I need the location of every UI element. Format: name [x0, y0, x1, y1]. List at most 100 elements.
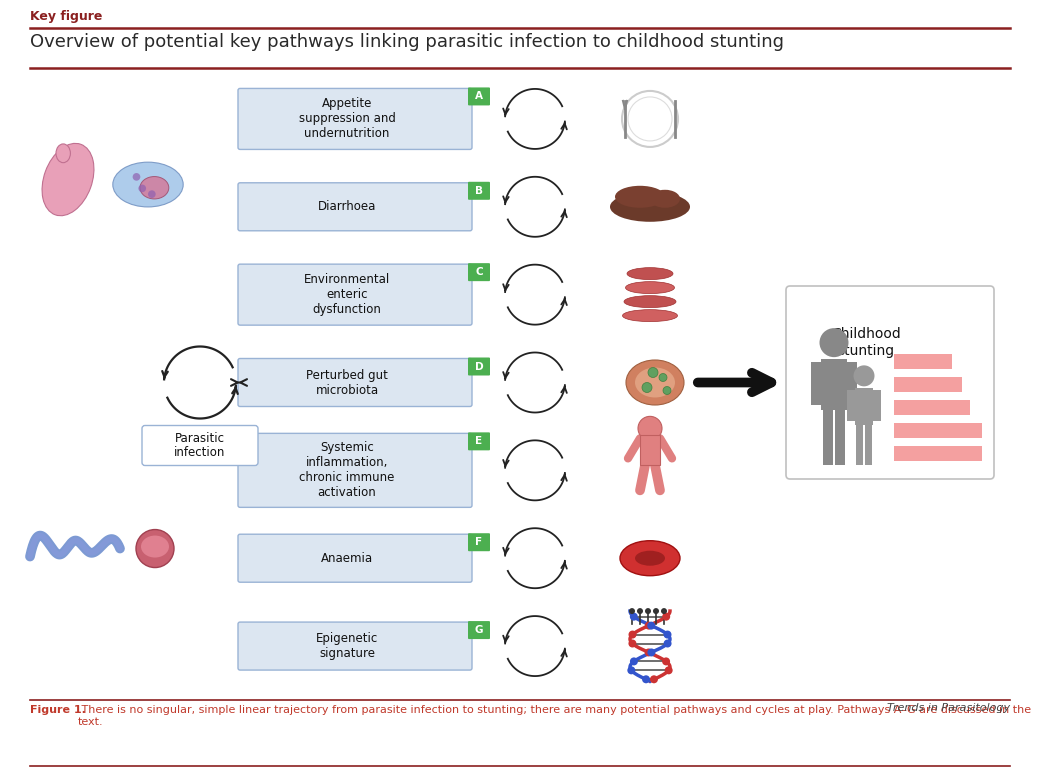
- Text: Trends in Parasitology: Trends in Parasitology: [887, 703, 1010, 713]
- Circle shape: [664, 630, 672, 639]
- FancyBboxPatch shape: [238, 434, 472, 507]
- Text: Anaemia: Anaemia: [321, 551, 373, 565]
- Circle shape: [647, 622, 655, 629]
- Text: Systemic
inflammation,
chronic immune
activation: Systemic inflammation, chronic immune ac…: [300, 441, 395, 499]
- Ellipse shape: [650, 190, 680, 207]
- Circle shape: [647, 648, 655, 657]
- Ellipse shape: [42, 144, 94, 216]
- Circle shape: [645, 622, 653, 629]
- FancyBboxPatch shape: [238, 359, 472, 406]
- Text: There is no singular, simple linear trajectory from parasite infection to stunti: There is no singular, simple linear traj…: [78, 705, 1031, 727]
- Ellipse shape: [635, 367, 675, 398]
- Circle shape: [653, 608, 659, 614]
- Circle shape: [662, 612, 670, 621]
- Circle shape: [854, 365, 875, 386]
- Circle shape: [820, 328, 849, 357]
- FancyBboxPatch shape: [468, 182, 490, 200]
- Text: Parasitic
infection: Parasitic infection: [175, 431, 226, 459]
- Ellipse shape: [626, 360, 684, 405]
- Text: Epigenetic
signature: Epigenetic signature: [316, 632, 379, 660]
- Circle shape: [138, 185, 146, 192]
- FancyBboxPatch shape: [468, 432, 490, 450]
- Circle shape: [628, 97, 672, 141]
- Ellipse shape: [56, 144, 71, 163]
- Circle shape: [629, 608, 635, 614]
- Circle shape: [636, 608, 643, 614]
- Ellipse shape: [610, 192, 690, 222]
- Circle shape: [650, 675, 658, 683]
- Circle shape: [664, 387, 671, 395]
- FancyBboxPatch shape: [238, 264, 472, 325]
- Bar: [894, 377, 962, 392]
- Bar: [821, 359, 847, 410]
- Ellipse shape: [624, 296, 676, 307]
- Text: E: E: [475, 436, 483, 446]
- FancyBboxPatch shape: [238, 534, 472, 582]
- Ellipse shape: [140, 176, 168, 199]
- Bar: [894, 445, 982, 460]
- Bar: [811, 362, 821, 405]
- Circle shape: [662, 658, 670, 665]
- Circle shape: [630, 612, 638, 621]
- Ellipse shape: [623, 310, 677, 321]
- Text: C: C: [475, 267, 483, 277]
- Ellipse shape: [620, 541, 680, 576]
- Bar: [864, 425, 872, 465]
- Ellipse shape: [112, 162, 183, 207]
- Circle shape: [661, 608, 667, 614]
- Ellipse shape: [141, 536, 168, 558]
- Circle shape: [648, 367, 658, 378]
- Circle shape: [148, 190, 156, 198]
- Bar: [640, 435, 660, 466]
- FancyBboxPatch shape: [468, 263, 490, 281]
- Bar: [874, 390, 881, 421]
- Circle shape: [659, 374, 667, 381]
- Text: Appetite
suppression and
undernutrition: Appetite suppression and undernutrition: [298, 98, 395, 140]
- Circle shape: [642, 382, 652, 392]
- Circle shape: [665, 666, 673, 675]
- FancyBboxPatch shape: [468, 357, 490, 375]
- Text: F: F: [475, 537, 483, 548]
- Bar: [894, 399, 970, 414]
- Circle shape: [664, 640, 672, 647]
- Bar: [856, 425, 863, 465]
- Bar: [847, 362, 857, 405]
- FancyBboxPatch shape: [238, 183, 472, 231]
- Ellipse shape: [615, 186, 665, 207]
- FancyBboxPatch shape: [142, 426, 258, 466]
- FancyBboxPatch shape: [238, 622, 472, 670]
- Text: A: A: [475, 91, 483, 101]
- FancyBboxPatch shape: [468, 87, 490, 105]
- Text: G: G: [474, 625, 484, 635]
- FancyBboxPatch shape: [786, 286, 994, 479]
- Text: Figure 1.: Figure 1.: [30, 705, 86, 715]
- Ellipse shape: [136, 530, 174, 568]
- FancyBboxPatch shape: [238, 88, 472, 150]
- Text: Diarrhoea: Diarrhoea: [318, 200, 376, 213]
- Bar: [855, 388, 874, 425]
- Circle shape: [628, 630, 636, 639]
- Text: Overview of potential key pathways linking parasitic infection to childhood stun: Overview of potential key pathways linki…: [30, 33, 784, 51]
- Circle shape: [622, 91, 678, 147]
- Circle shape: [638, 417, 662, 441]
- Ellipse shape: [635, 551, 665, 566]
- Bar: [835, 410, 844, 465]
- Circle shape: [133, 173, 140, 181]
- Bar: [894, 353, 952, 368]
- Text: Childhood
stunting: Childhood stunting: [831, 328, 901, 357]
- FancyBboxPatch shape: [468, 621, 490, 639]
- Ellipse shape: [627, 268, 673, 280]
- Bar: [894, 423, 982, 438]
- Text: Environmental
enteric
dysfunction: Environmental enteric dysfunction: [304, 273, 390, 316]
- Circle shape: [645, 608, 651, 614]
- Bar: [823, 410, 833, 465]
- Circle shape: [645, 648, 653, 657]
- Text: B: B: [475, 186, 483, 196]
- Circle shape: [627, 666, 635, 675]
- Text: D: D: [474, 361, 484, 371]
- Ellipse shape: [625, 282, 675, 293]
- Bar: [848, 390, 855, 421]
- FancyBboxPatch shape: [468, 534, 490, 551]
- Circle shape: [630, 658, 638, 665]
- Circle shape: [642, 675, 650, 683]
